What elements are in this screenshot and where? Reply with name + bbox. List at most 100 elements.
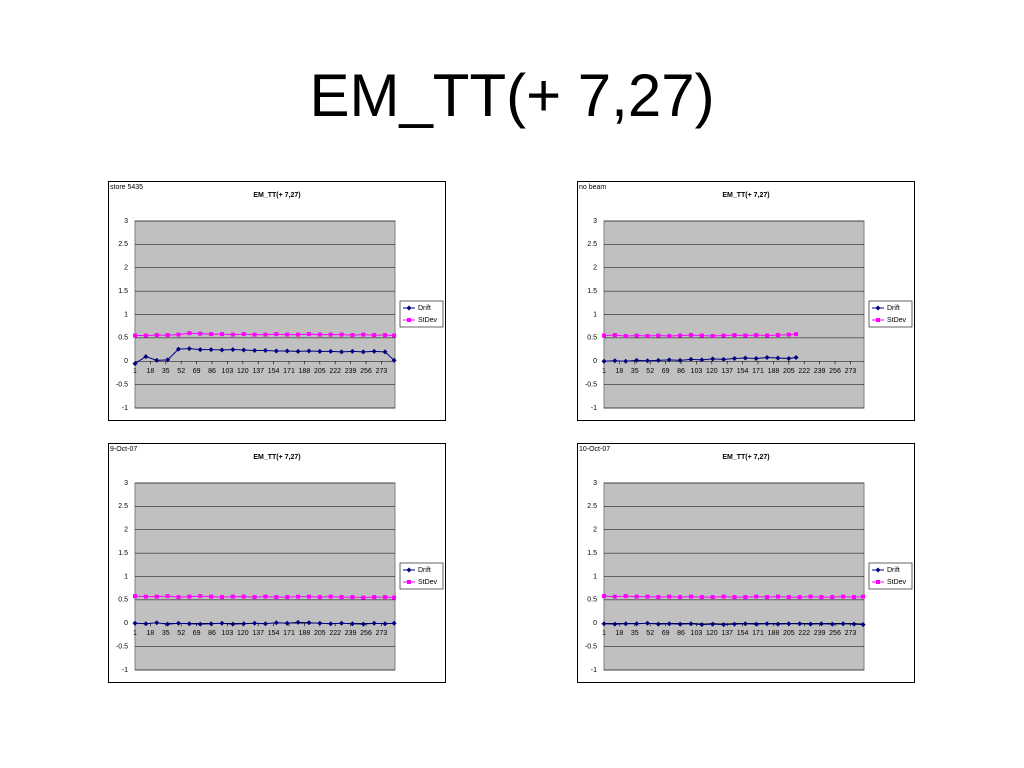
data-point bbox=[219, 595, 224, 600]
x-tick-label: 205 bbox=[783, 630, 795, 637]
data-point bbox=[688, 356, 694, 362]
data-point bbox=[198, 331, 203, 336]
legend-marker bbox=[407, 580, 411, 584]
data-point bbox=[241, 347, 247, 353]
data-point bbox=[764, 355, 770, 361]
x-tick-label: 52 bbox=[177, 368, 185, 375]
data-point bbox=[317, 348, 323, 354]
legend-label: StDev bbox=[418, 317, 438, 324]
data-point bbox=[383, 333, 388, 338]
x-tick-label: 35 bbox=[162, 368, 170, 375]
data-point bbox=[793, 355, 799, 361]
x-tick-label: 154 bbox=[268, 368, 280, 375]
data-point bbox=[252, 347, 258, 353]
data-point bbox=[143, 333, 148, 338]
data-point bbox=[339, 595, 344, 600]
x-tick-label: 154 bbox=[268, 630, 280, 637]
y-tick-label: 1 bbox=[593, 311, 597, 318]
data-point bbox=[372, 595, 377, 600]
data-point bbox=[187, 331, 192, 336]
chart-title: EM_TT(+ 7,27) bbox=[722, 454, 769, 461]
data-point bbox=[852, 595, 857, 600]
data-point bbox=[382, 349, 388, 355]
x-tick-label: 171 bbox=[283, 630, 295, 637]
y-tick-label: 0 bbox=[124, 358, 128, 365]
x-tick-label: 154 bbox=[737, 630, 749, 637]
data-point bbox=[710, 334, 715, 339]
data-point bbox=[391, 357, 397, 363]
data-point bbox=[754, 333, 759, 338]
data-point bbox=[721, 594, 726, 599]
y-tick-label: 2 bbox=[124, 265, 128, 272]
data-point bbox=[175, 346, 181, 352]
data-point bbox=[339, 620, 345, 626]
data-point bbox=[731, 621, 737, 627]
data-point bbox=[634, 333, 639, 338]
data-point bbox=[230, 347, 236, 353]
data-point bbox=[742, 355, 748, 361]
data-point bbox=[219, 332, 224, 337]
data-point bbox=[165, 594, 170, 599]
data-point bbox=[186, 346, 192, 352]
x-tick-label: 188 bbox=[768, 368, 780, 375]
x-tick-label: 222 bbox=[798, 630, 810, 637]
data-point bbox=[143, 594, 148, 599]
data-point bbox=[775, 594, 780, 599]
data-point bbox=[133, 333, 137, 338]
data-point bbox=[634, 621, 640, 627]
data-point bbox=[840, 621, 846, 627]
data-point bbox=[165, 333, 170, 338]
data-point bbox=[808, 621, 814, 627]
x-tick-label: 205 bbox=[314, 368, 326, 375]
data-point bbox=[361, 332, 366, 337]
y-tick-label: 0.5 bbox=[118, 335, 128, 342]
data-point bbox=[634, 357, 640, 363]
x-tick-label: 222 bbox=[329, 630, 341, 637]
data-point bbox=[285, 595, 290, 600]
chart: 9-Oct-07 EM_TT(+ 7,27) -1 -0.5 0 0.5 1 1.5 2 2.5 3… bbox=[108, 443, 446, 683]
data-point bbox=[219, 620, 225, 626]
data-point bbox=[339, 349, 345, 355]
legend-label: StDev bbox=[418, 579, 438, 586]
y-tick-label: -1 bbox=[591, 667, 597, 674]
data-point bbox=[392, 333, 397, 338]
data-point bbox=[262, 347, 268, 353]
data-point bbox=[797, 595, 802, 600]
x-tick-label: 1 bbox=[602, 630, 606, 637]
x-tick-label: 137 bbox=[721, 630, 733, 637]
data-point bbox=[154, 594, 159, 599]
data-point bbox=[765, 595, 770, 600]
data-point bbox=[786, 621, 792, 627]
data-point bbox=[861, 594, 866, 599]
y-tick-label: 1.5 bbox=[587, 288, 597, 295]
x-tick-label: 137 bbox=[252, 368, 264, 375]
x-tick-label: 222 bbox=[329, 368, 341, 375]
data-point bbox=[241, 594, 246, 599]
data-point bbox=[219, 347, 225, 353]
x-tick-label: 239 bbox=[814, 368, 826, 375]
data-point bbox=[645, 334, 650, 339]
data-point bbox=[252, 620, 258, 626]
x-tick-label: 103 bbox=[222, 630, 234, 637]
y-tick-label: -0.5 bbox=[585, 381, 597, 388]
data-point bbox=[623, 594, 628, 599]
data-point bbox=[328, 332, 333, 337]
data-point bbox=[176, 595, 181, 600]
x-tick-label: 120 bbox=[706, 630, 718, 637]
data-point bbox=[328, 348, 334, 354]
data-point bbox=[743, 333, 748, 338]
data-point bbox=[721, 333, 726, 338]
x-tick-label: 35 bbox=[631, 368, 639, 375]
data-point bbox=[721, 622, 727, 628]
chart-title: EM_TT(+ 7,27) bbox=[722, 192, 769, 199]
data-point bbox=[262, 621, 268, 627]
data-point bbox=[732, 595, 737, 600]
x-tick-label: 120 bbox=[237, 630, 249, 637]
y-tick-label: 3 bbox=[593, 480, 597, 487]
legend-label: Drift bbox=[887, 567, 900, 574]
legend-label: StDev bbox=[887, 579, 907, 586]
data-point bbox=[349, 348, 355, 354]
data-point bbox=[154, 620, 160, 626]
legend-label: Drift bbox=[418, 567, 431, 574]
x-tick-label: 205 bbox=[783, 368, 795, 375]
